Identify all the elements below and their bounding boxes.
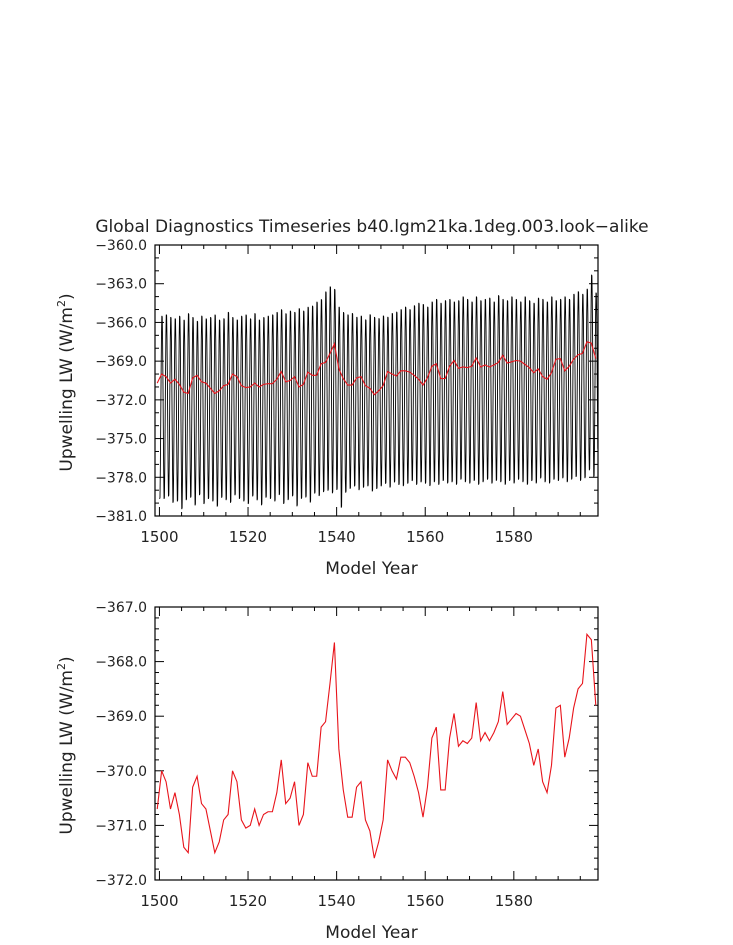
x-tick-label: 1520	[229, 892, 267, 910]
x-axis-label: Model Year	[325, 559, 417, 579]
x-tick-label: 1540	[318, 892, 356, 910]
x-tick-label: 1560	[406, 892, 444, 910]
x-tick-label: 1560	[406, 528, 444, 546]
y-tick-label: −369.0	[95, 709, 147, 725]
plot-frame	[154, 606, 599, 881]
y-tick-label: −363.0	[95, 277, 147, 293]
y-tick-label: −371.0	[95, 818, 147, 834]
y-tick-label: −360.0	[95, 238, 147, 254]
x-tick-label: 1520	[229, 528, 267, 546]
x-tick-label: 1500	[140, 892, 178, 910]
plot-frame	[154, 244, 599, 517]
top-panel: 1500 1520 1540 1560 1580 −381.0 −378.0 −375.0 −3…	[55, 238, 599, 579]
x-tick-label: 1540	[318, 528, 356, 546]
series-line-monthly	[159, 274, 598, 510]
bottom-panel: 1500 1520 1540 1560 1580 −372.0 −371.0 −370.0 −3…	[55, 600, 599, 943]
x-tick-label: 1500	[140, 528, 178, 546]
y-axis-label: Upwelling LW (W/m2)	[55, 656, 77, 834]
y-tick-label: −381.0	[95, 509, 147, 525]
series-line-annual	[156, 341, 597, 396]
y-axis-label: Upwelling LW (W/m2)	[55, 293, 77, 471]
y-tick-label: −366.0	[95, 315, 147, 331]
y-tick-label: −367.0	[95, 600, 147, 616]
chart-title: Global Diagnostics Timeseries b40.lgm21k…	[95, 217, 648, 237]
x-tick-label: 1580	[495, 528, 533, 546]
y-tick-label: −378.0	[95, 470, 147, 486]
y-tick-label: −375.0	[95, 432, 147, 448]
y-tick-label: −372.0	[95, 873, 147, 889]
y-tick-label: −370.0	[95, 764, 147, 780]
x-tick-label: 1580	[495, 892, 533, 910]
y-tick-label: −369.0	[95, 354, 147, 370]
y-tick-label: −372.0	[95, 393, 147, 409]
y-tick-label: −368.0	[95, 655, 147, 671]
series-line-annual	[156, 632, 597, 859]
x-axis-label: Model Year	[325, 923, 417, 943]
